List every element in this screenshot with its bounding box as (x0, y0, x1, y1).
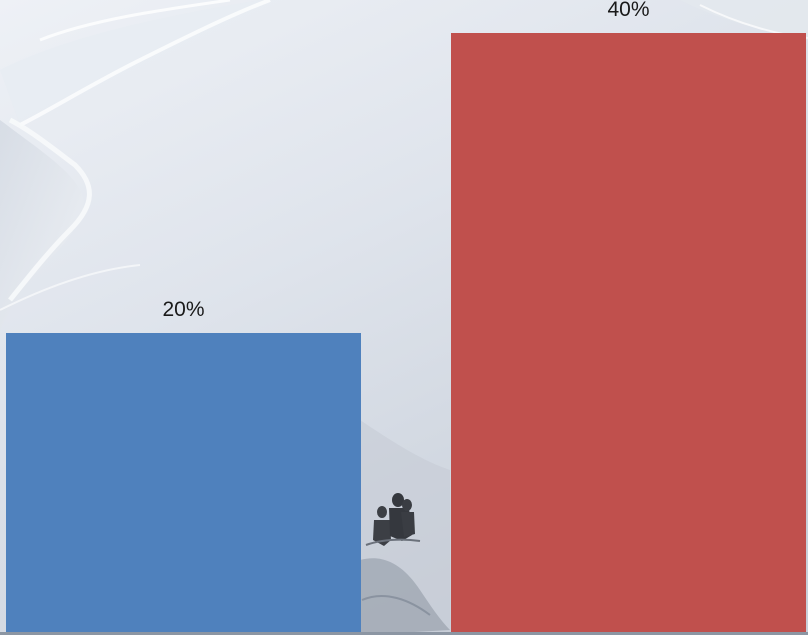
data-labels-group: 20% 40% (162, 0, 649, 321)
bar-2 (451, 33, 806, 633)
hikers-silhouette (365, 493, 421, 546)
bar-1 (6, 333, 361, 633)
data-label-1: 20% (162, 298, 204, 321)
baseline (0, 632, 808, 635)
data-label-2: 40% (607, 0, 649, 21)
bars-group (0, 33, 808, 635)
